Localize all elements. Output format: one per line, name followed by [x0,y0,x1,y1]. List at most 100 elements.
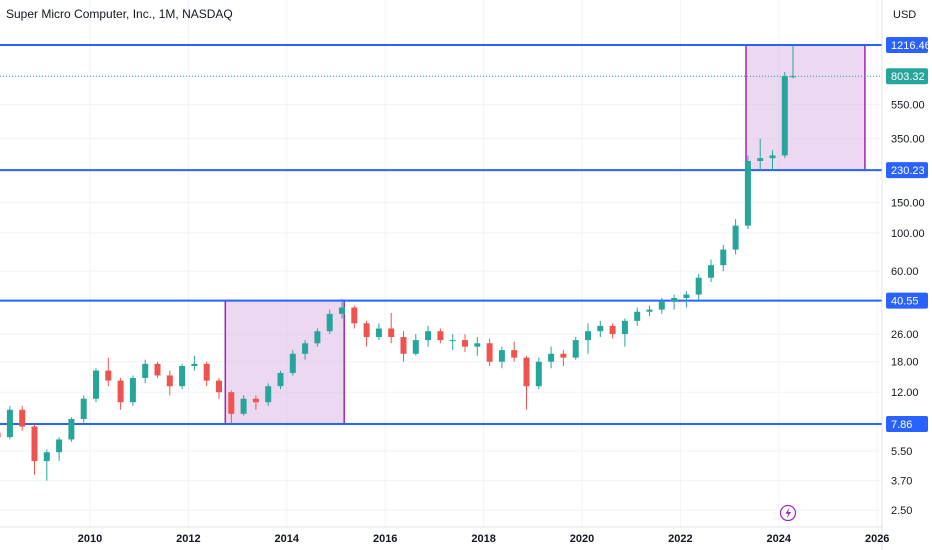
range-box [745,44,866,171]
candle-body [449,340,456,342]
price-tick-label: 350.00 [891,134,925,146]
candle-body [548,353,555,362]
candle-body [6,409,13,438]
price-axis[interactable]: 2.50 3.70 5.50 7.86 12.00 18.00 26.00 40.55 60.0… [886,37,931,517]
time-tick-label: 2014 [275,533,300,545]
candle-body [732,225,739,250]
candle-body [363,323,370,338]
candle-body [597,325,604,332]
candle-body [191,363,198,367]
time-tick-label: 2016 [373,533,397,545]
candle-body [671,298,678,302]
candle-body [412,340,419,354]
candle-body [129,377,136,403]
time-tick-label: 2020 [570,533,594,545]
candle-body [289,353,296,373]
candle-body [425,331,432,341]
candle-body [474,343,481,347]
price-badge [886,162,928,179]
candle-body [203,363,210,381]
candle-body [117,380,124,403]
price-badge-label: 803.32 [891,71,925,83]
candle-body [400,337,407,354]
price-tick-label: 3.70 [891,476,912,488]
candle-body [560,353,567,358]
candle-body [228,392,235,414]
price-badge [886,37,928,53]
price-tick-label: 18.00 [891,357,919,369]
candle-body [585,331,591,341]
candle-body [720,249,727,266]
price-tick-label: 26.00 [891,329,919,341]
time-tick-label: 2010 [78,533,102,545]
price-tick-label: 100.00 [891,228,925,240]
candle-body [744,160,751,226]
candle-body [80,398,87,420]
price-tick-label: 150.00 [891,197,925,209]
candle-body [277,372,284,387]
candle-body [781,76,788,156]
candle-body [302,343,309,354]
candle-body [498,350,505,362]
candle-body [19,409,26,427]
candle-body [68,419,75,440]
lightning-icon[interactable] [779,504,797,522]
candle-body [535,361,542,387]
price-tick-label: 5.50 [891,446,912,458]
candle-body [31,426,38,462]
candle-body [154,363,161,376]
time-axis[interactable]: 2010 2012 2014 2016 2018 2020 2022 2024 2026 [78,533,890,545]
time-tick-label: 2018 [471,533,495,545]
candle-body [523,357,530,387]
candle-body [265,386,272,403]
price-tick-label: 2.50 [891,505,912,517]
candle-body [757,158,764,161]
candle-body [486,343,493,362]
candle-body [646,309,653,312]
candle-body [240,398,247,414]
candle-body [708,265,714,278]
time-tick-label: 2022 [668,533,692,545]
price-tick-label: 550.00 [891,100,925,112]
candle-body [0,432,1,438]
candle-body [351,307,358,324]
price-tick-label: 12.00 [891,387,919,399]
candle-body [790,76,796,78]
time-tick-label: 2024 [767,533,792,545]
candle-body [388,328,395,338]
candle-body [252,398,259,403]
price-badge-label: 7.86 [891,419,912,431]
price-badge-label: 40.55 [891,296,919,308]
candlesticks [0,45,796,481]
candle-body [179,366,186,387]
candle-body [462,340,468,347]
candle-body [511,350,518,358]
candle-body [658,301,665,310]
candle-body [609,325,616,335]
chart-title: Super Micro Computer, Inc., 1M, NASDAQ [6,7,233,21]
candle-body [683,294,690,299]
candle-body [634,311,641,321]
currency-label[interactable]: USD [893,9,917,21]
price-badge [886,292,928,309]
candle-body [142,363,149,378]
candle-body [93,370,99,399]
time-tick-label: 2026 [865,533,889,545]
price-badge [886,416,928,432]
candle-body [56,439,63,453]
candle-body [105,370,112,381]
candle-body [43,452,50,462]
candle-body [314,331,321,344]
candle-body [166,375,173,387]
candle-body [326,313,333,332]
time-tick-label: 2012 [176,533,200,545]
candle-body [572,340,579,358]
price-badge-label: 230.23 [891,165,925,177]
price-badge [886,68,928,85]
candle-body [621,320,628,335]
candle-body [437,331,444,341]
candle-body [375,328,382,338]
support-resistance-lines [0,44,882,425]
candle-body [695,277,702,295]
